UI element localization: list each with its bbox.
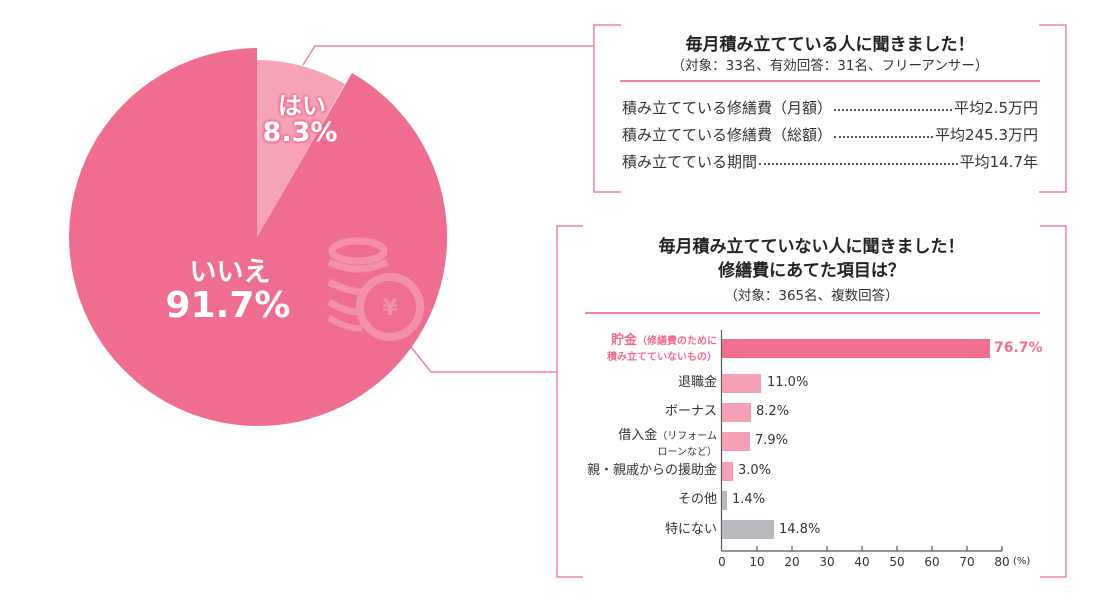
box2-frame (556, 225, 1067, 578)
connector-line-no (410, 346, 557, 373)
bar-savings (722, 339, 990, 358)
pie-no-label: いいえ (189, 257, 271, 288)
pie-yes-label: はい (278, 92, 326, 120)
category-note: ローンなど） (657, 447, 718, 458)
bar-value-loan: 7.9% (755, 433, 789, 448)
box2-subtitle: （対象：365名、複数回答） (724, 288, 899, 304)
bar-value-retirement: 11.0% (767, 375, 809, 390)
axis-tick-30: 30 (819, 555, 835, 569)
axis-tick-70: 70 (959, 555, 975, 569)
bar-other (722, 491, 727, 510)
category-label: 借入金 (618, 428, 658, 443)
bar-loan (722, 432, 750, 451)
row-label: 積み立てている修繕費（月額） (622, 98, 833, 117)
bar-value-other: 1.4% (732, 492, 766, 507)
svg-text:¥: ¥ (382, 296, 398, 321)
box1-row-monthly: 積み立てている修繕費（月額） 平均2.5万円 (622, 96, 1038, 118)
category-note: （修繕費のために (637, 336, 717, 347)
axis-tick-40: 40 (854, 555, 870, 569)
axis-tick-10: 10 (749, 555, 765, 569)
bar-value-bonus: 8.2% (756, 404, 790, 419)
box1-frame (593, 24, 1067, 193)
row-label: 積み立てている期間 (622, 152, 758, 171)
connector-line-yes (302, 45, 594, 66)
bar-label-none: 特にない (664, 522, 717, 537)
pie-yes-value: 8.3% (262, 117, 338, 148)
bar-label-savings: 貯金（修繕費のために 積み立てていないもの） (607, 333, 717, 365)
bar-retirement (722, 374, 761, 393)
box1-subtitle: （対象：33名、有効回答：31名、フリーアンサー） (671, 58, 989, 74)
bar-label-other: その他 (677, 492, 717, 507)
axis-unit: (%) (1013, 556, 1031, 567)
row-value: 平均14.7年 (959, 152, 1038, 171)
leader-dots (759, 154, 958, 165)
category-note: 積み立てていないもの） (607, 352, 717, 363)
row-value: 平均2.5万円 (954, 98, 1038, 117)
leader-dots (834, 127, 934, 138)
bar-none (722, 520, 774, 539)
row-label: 積み立てている修繕費（総額） (622, 125, 833, 144)
bar-label-family-aid: 親・親戚からの援助金 (586, 463, 717, 478)
box1-row-period: 積み立てている期間 平均14.7年 (622, 150, 1038, 172)
bar-value-family-aid: 3.0% (738, 463, 772, 478)
box1-title: 毎月積み立てている人に聞きました！ (685, 35, 975, 55)
pie-slice-no (69, 48, 448, 426)
axis-tick-0: 0 (718, 555, 726, 569)
bar-label-loan: 借入金（リフォーム ローンなど） (618, 428, 717, 460)
category-label: 貯金 (610, 333, 637, 348)
bar-family-aid (722, 462, 733, 481)
axis-tick-50: 50 (889, 555, 905, 569)
bar-chart-axes (720, 330, 1003, 552)
row-value: 平均245.3万円 (935, 125, 1038, 144)
bar-label-bonus: ボーナス (664, 404, 717, 419)
coins-yen-icon: ¥ (327, 237, 424, 341)
axis-tick-60: 60 (924, 555, 940, 569)
leader-dots (834, 100, 953, 111)
category-note: （リフォーム (657, 431, 717, 442)
box1-row-total: 積み立てている修繕費（総額） 平均245.3万円 (622, 123, 1038, 145)
bar-label-retirement: 退職金 (677, 375, 717, 390)
pie-no-value: 91.7% (165, 285, 291, 326)
bar-value-none: 14.8% (779, 522, 821, 537)
axis-tick-80: 80 (994, 555, 1010, 569)
box2-title-line2: 修繕費にあてた項目は？ (718, 261, 905, 281)
axis-tick-20: 20 (784, 555, 800, 569)
bar-bonus (722, 403, 751, 422)
bar-value-savings: 76.7% (994, 340, 1043, 356)
pie-slice-yes (257, 60, 345, 237)
box2-title-line1: 毎月積み立てていない人に聞きました！ (658, 237, 965, 257)
